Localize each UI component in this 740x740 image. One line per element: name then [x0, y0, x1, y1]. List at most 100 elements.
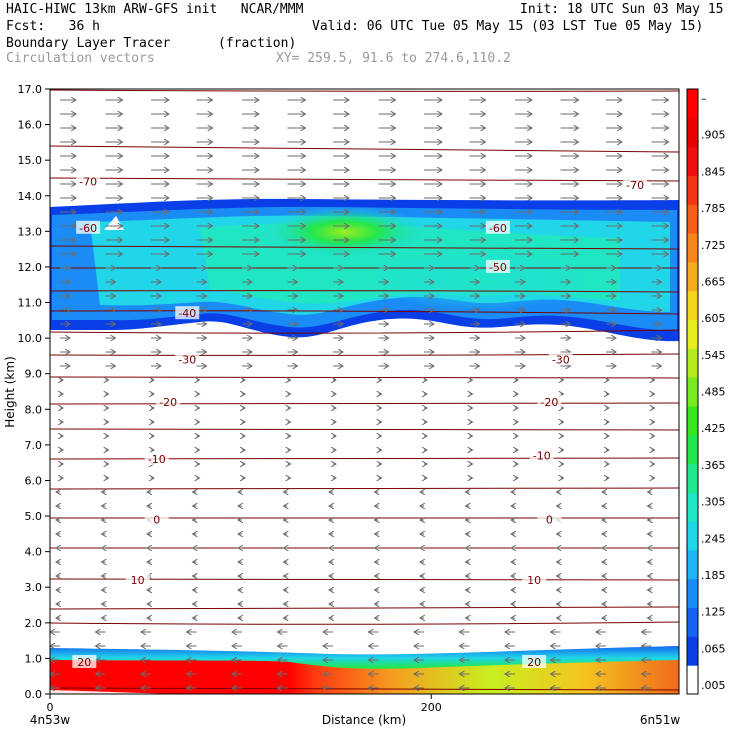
isotherm-line [49, 145, 680, 153]
isotherm-line [49, 310, 680, 315]
colorbar-label: .905 [701, 129, 726, 142]
colorbar-swatch [687, 348, 698, 378]
contour-label: -60 [489, 222, 507, 235]
colorbar-swatch [687, 117, 698, 148]
model-title: HAIC-HIWC 13km ARW-GFS init NCAR/MMM [6, 2, 304, 17]
isotherm-line [49, 487, 680, 490]
x-axis: 0 200 [47, 694, 442, 714]
init-time: Init: 18 UTC Sun 03 May 15 [520, 2, 724, 17]
contour-label: 10 [527, 574, 541, 587]
colorbar-label: .545 [701, 349, 726, 362]
contour-label: -20 [159, 396, 177, 409]
contour-label: -70 [79, 176, 97, 189]
contour-label: -10 [148, 453, 166, 466]
isotherm-line [49, 353, 680, 356]
colorbar-swatch [687, 492, 698, 522]
colorbar-swatch [687, 549, 698, 580]
y-tick-label: 12.0 [18, 261, 43, 274]
contour-label-bg [76, 220, 101, 234]
colorbar-swatch [687, 290, 698, 320]
colorbar-swatch [687, 377, 698, 407]
colorbar-swatch [687, 463, 698, 493]
x-end-location: 6n51w [640, 713, 681, 727]
colorbar-swatch [687, 146, 698, 176]
isotherm-line [49, 376, 680, 379]
plot-frame [49, 88, 680, 695]
contour-label-bg [548, 352, 573, 366]
isotherm-line [49, 329, 680, 334]
y-tick-label: 9.0 [25, 368, 43, 381]
contour-label: -10 [533, 450, 551, 463]
colorbar-swatch [687, 405, 698, 436]
x-tick-label: 0 [47, 701, 54, 714]
y-tick-label: 4.0 [25, 546, 43, 559]
contour-label: 20 [77, 656, 91, 669]
y-tick-label: 5.0 [25, 510, 43, 523]
colorbar-frame [686, 88, 699, 695]
contour-label: 0 [546, 514, 553, 527]
contour-label-bg [76, 174, 101, 188]
isotherm-line [49, 606, 680, 610]
contour-label: 10 [131, 574, 145, 587]
y-tick-label: 7.0 [25, 439, 43, 452]
colorbar-swatch [687, 578, 698, 609]
isotherm-line [49, 245, 680, 250]
contour-label: 20 [527, 656, 541, 669]
y-tick-label: 6.0 [25, 474, 43, 487]
contour-labels: -70 -70 -60 -60 -50 -40 -30 -30 -20 -20 -10 -10 0 0 10… [72, 174, 648, 669]
colorbar-swatch [687, 261, 698, 292]
y-tick-label: 10.0 [18, 332, 43, 345]
contour-label-bg [144, 512, 169, 526]
colorbar-label: .665 [701, 275, 726, 288]
field-name: Boundary Layer Tracer [6, 36, 171, 51]
y-tick-label: 15.0 [18, 154, 43, 167]
field-units: (fraction) [218, 36, 297, 51]
contour-label: -20 [540, 396, 558, 409]
contour-label-bg [485, 220, 510, 234]
isotherm-line [49, 687, 680, 691]
colorbar-label: .605 [701, 312, 726, 325]
boundary-layer-core [50, 660, 679, 694]
contour-label: -30 [178, 353, 196, 366]
y-tick-label: 1.0 [25, 652, 43, 665]
y-tick-label: 11.0 [18, 297, 43, 310]
colorbar-swatch [687, 204, 698, 234]
contour-label: 0 [153, 514, 160, 527]
y-tick-label: 3.0 [25, 581, 43, 594]
isotherm-line [49, 177, 680, 182]
y-tick-label: 8.0 [25, 403, 43, 416]
x-tick-label: 200 [421, 701, 442, 714]
colorbar-label: .365 [701, 459, 726, 472]
y-tick-label: 2.0 [25, 617, 43, 630]
y-axis: 0.0 1.0 2.0 3.0 4.0 5.0 6.0 7.0 8.0 9.0 10.0 11.0 12… [18, 83, 50, 701]
colorbar-swatch [687, 233, 698, 263]
xy-label: XY= 259.5, 91.6 to 274.6,110.2 [276, 51, 511, 66]
contour-label-bg [175, 352, 200, 366]
colorbar-label: .305 [701, 496, 726, 509]
contour-label-bg [529, 448, 554, 462]
isotherm-line [49, 428, 680, 431]
colorbar-swatch [687, 636, 698, 666]
contour-label-bg [175, 306, 200, 320]
colorbar-label: .485 [701, 386, 726, 399]
isotherm-line [49, 457, 680, 460]
x-axis-label: Distance (km) [322, 713, 406, 727]
y-tick-label: 13.0 [18, 225, 43, 238]
y-axis-label: Height (km) [3, 356, 17, 427]
contour-label-bg [72, 654, 97, 668]
vector-label: Circulation vectors [6, 51, 155, 66]
contour-label-bg [125, 573, 150, 587]
y-tick-label: 14.0 [18, 190, 43, 203]
contour-label: -40 [178, 307, 196, 320]
colorbar-label: .005 [701, 679, 726, 692]
contour-label: -70 [626, 179, 644, 192]
contour-label: -60 [79, 222, 97, 235]
colorbar-swatch [687, 521, 698, 551]
contour-label-bg [537, 395, 562, 409]
isotherm-lines [49, 89, 680, 691]
colorbar-label: .065 [701, 642, 726, 655]
colorbar-label: .125 [701, 606, 726, 619]
forecast-hour: Fcst: 36 h [6, 19, 100, 34]
contour-label: -30 [552, 353, 570, 366]
